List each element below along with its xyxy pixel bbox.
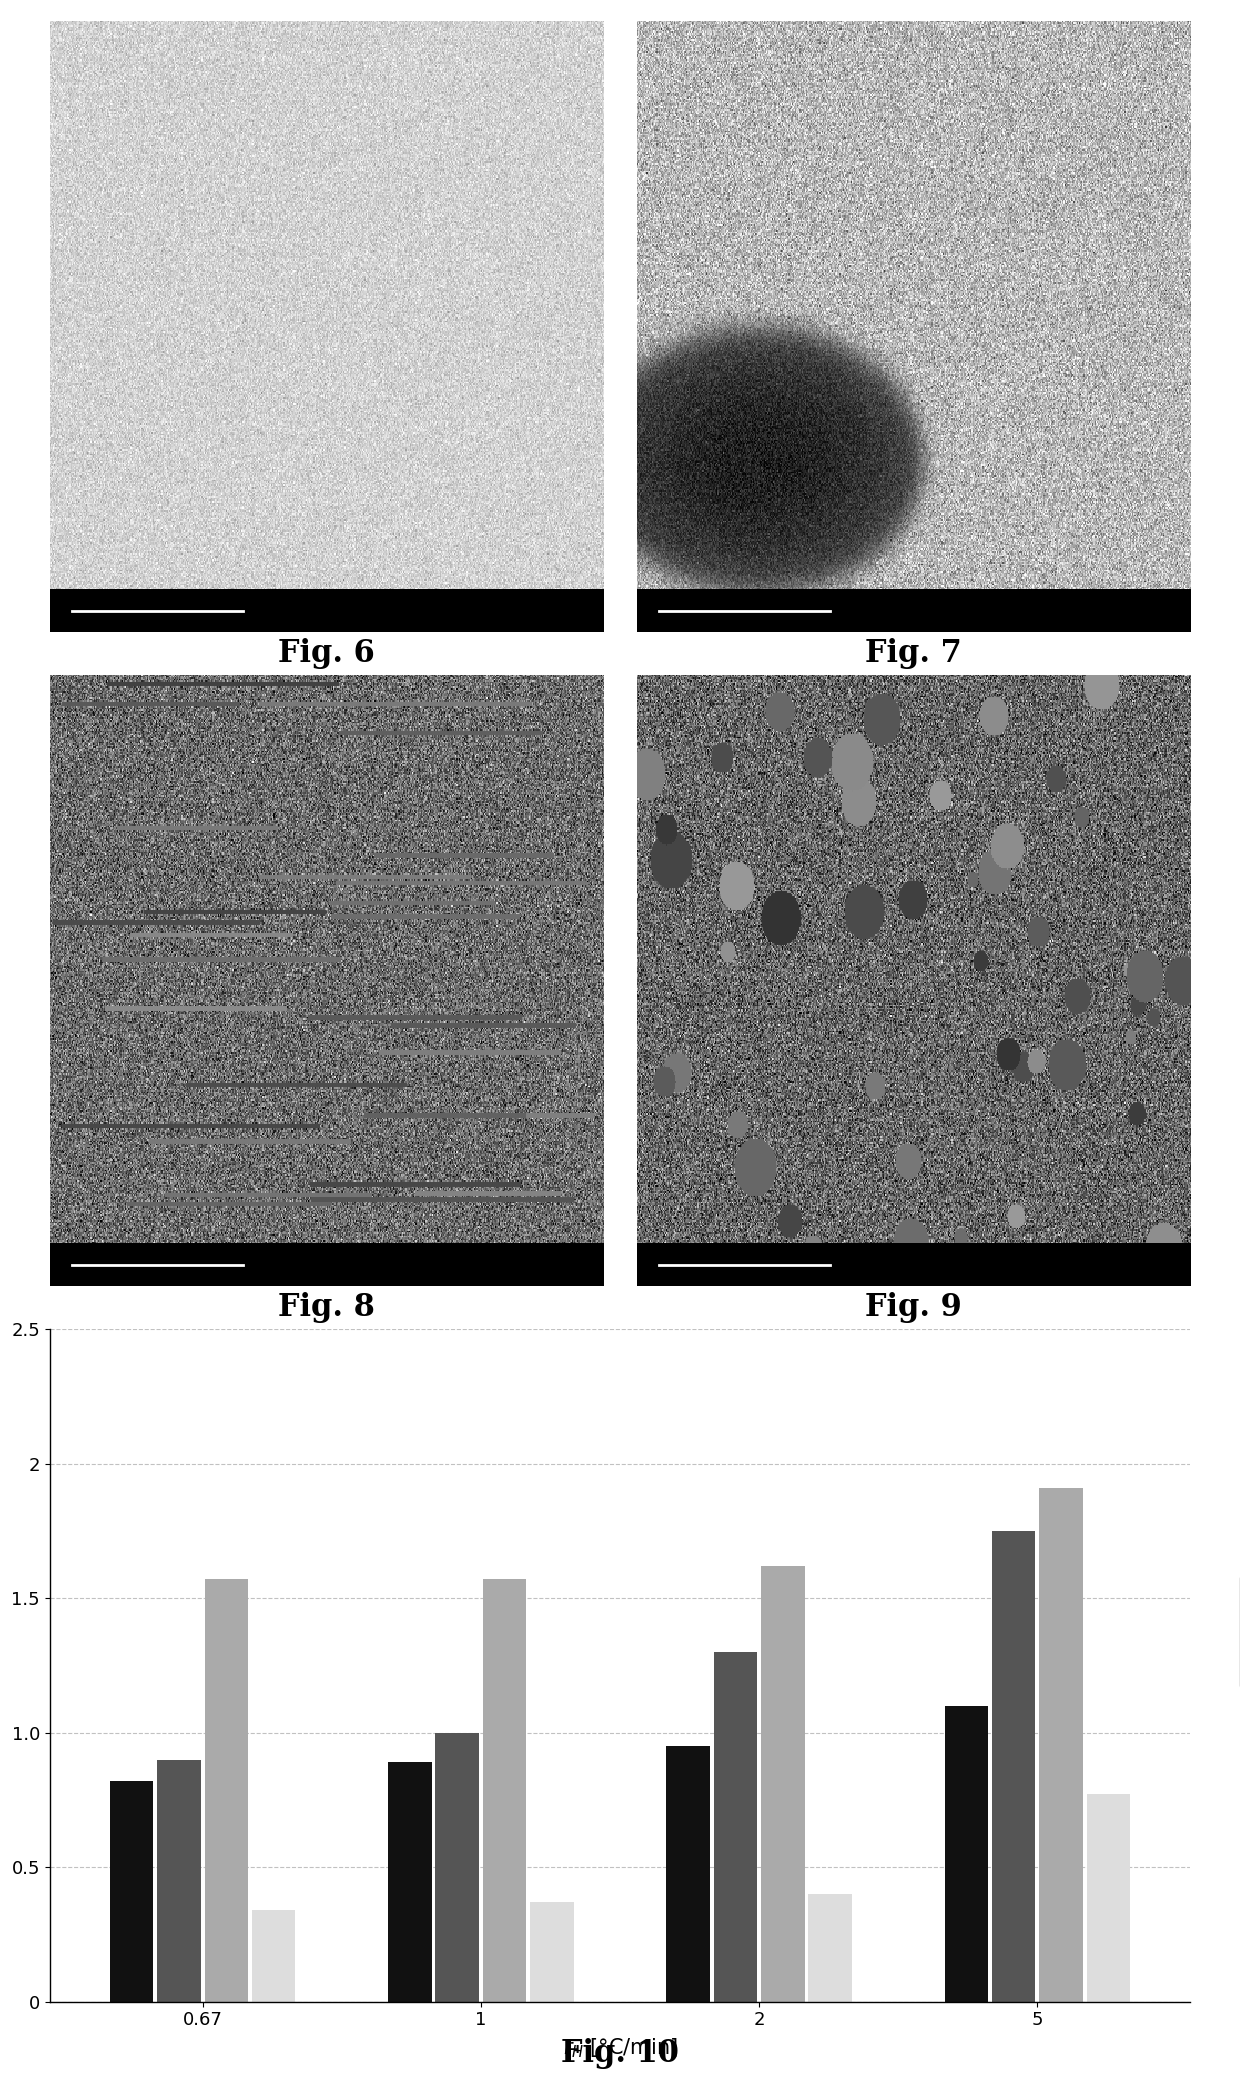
Y-axis label: $V_p$ [cm³/g]: $V_p$ [cm³/g]	[0, 1612, 4, 1720]
X-axis label: $r_H$ [°C/min]: $r_H$ [°C/min]	[563, 2037, 677, 2060]
Bar	[714, 1651, 758, 2002]
Bar	[252, 1910, 295, 2002]
Bar	[666, 1745, 711, 2002]
Bar	[529, 1902, 574, 2002]
Bar	[388, 1762, 432, 2002]
Text: Fig. 10: Fig. 10	[560, 2039, 680, 2068]
Bar	[157, 1760, 201, 2002]
Bar	[435, 1733, 479, 2002]
Bar	[1086, 1795, 1130, 2002]
Text: Fig. 6: Fig. 6	[278, 638, 374, 669]
Text: Fig. 9: Fig. 9	[866, 1293, 962, 1324]
Bar	[205, 1578, 248, 2002]
Bar	[761, 1566, 805, 2002]
Bar	[945, 1706, 988, 2002]
Bar	[808, 1893, 852, 2002]
Text: Fig. 7: Fig. 7	[866, 638, 962, 669]
Text: Fig. 8: Fig. 8	[278, 1293, 374, 1324]
Bar	[992, 1530, 1035, 2002]
Bar	[482, 1578, 526, 2002]
Bar	[1039, 1489, 1083, 2002]
Bar	[110, 1781, 154, 2002]
